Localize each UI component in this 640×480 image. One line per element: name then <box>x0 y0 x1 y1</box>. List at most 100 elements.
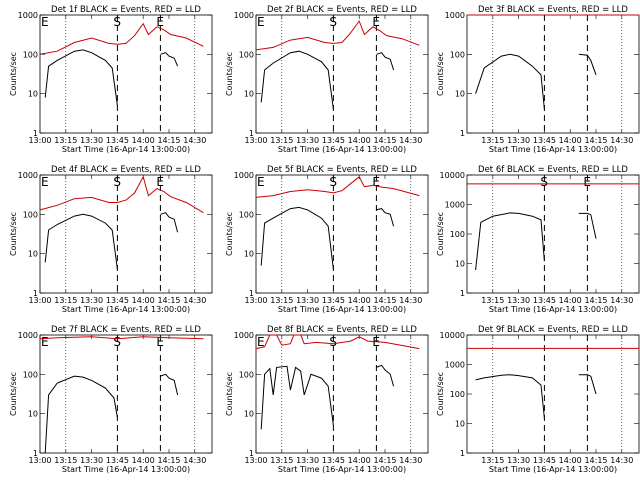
x-tick-label: 13:15 <box>54 296 77 305</box>
x-tick-label: 13:30 <box>80 296 103 305</box>
panel-title: Det 9f BLACK = Events, RED = LLD <box>478 325 628 335</box>
y-tick-label: 100 <box>450 390 465 399</box>
y-axis-label: Counts/sec <box>225 372 234 416</box>
event-marker-s: S <box>113 175 121 189</box>
x-tick-label: 13:45 <box>322 136 345 145</box>
event-marker-e: E <box>583 175 591 189</box>
plot-frame <box>39 174 213 294</box>
y-tick-label: 10 <box>28 90 38 99</box>
x-tick-label: 13:45 <box>322 296 345 305</box>
y-tick-label: 1 <box>33 129 38 138</box>
x-tick-label: 14:00 <box>132 136 155 145</box>
y-axis-label: Counts/sec <box>225 212 234 256</box>
y-axis-label: Counts/sec <box>436 52 445 96</box>
y-axis-label: Counts/sec <box>9 212 18 256</box>
x-axis-label: Start Time (16-Apr-14 13:00:00) <box>278 465 406 474</box>
black-events-curve-1 <box>260 365 334 430</box>
y-tick-label: 100 <box>239 370 254 379</box>
black-events-curve-1 <box>260 50 334 110</box>
x-tick-label: 13:45 <box>106 136 129 145</box>
x-axis-label: Start Time (16-Apr-14 13:00:00) <box>62 305 190 314</box>
black-events-curve-1 <box>260 206 334 270</box>
x-tick-label: 14:30 <box>610 296 633 305</box>
y-tick-label: 1 <box>33 289 38 298</box>
x-axis-label: Start Time (16-Apr-14 13:00:00) <box>489 305 617 314</box>
event-marker-e: E <box>41 335 49 349</box>
x-tick-label: 13:00 <box>244 136 267 145</box>
x-tick-label: 14:30 <box>399 296 422 305</box>
x-tick-label: 13:00 <box>244 456 267 465</box>
x-tick-label: 14:15 <box>373 296 396 305</box>
event-marker-e: E <box>41 175 49 189</box>
black-events-curve-1 <box>44 49 118 106</box>
x-tick-label: 13:30 <box>80 136 103 145</box>
y-tick-label: 10 <box>244 90 254 99</box>
panel-title: Det 3f BLACK = Events, RED = LLD <box>478 5 628 15</box>
black-events-curve-2 <box>160 373 179 396</box>
red-lld-curve-1 <box>255 176 420 198</box>
y-tick-label: 10 <box>28 410 38 419</box>
y-tick-label: 1000 <box>234 331 254 340</box>
y-tick-label: 1 <box>460 449 465 458</box>
black-events-curve-2 <box>160 52 179 67</box>
y-tick-label: 1 <box>460 129 465 138</box>
event-marker-e: E <box>156 175 164 189</box>
x-axis-label: Start Time (16-Apr-14 13:00:00) <box>489 465 617 474</box>
x-tick-label: 13:15 <box>270 456 293 465</box>
panel-title: Det 4f BLACK = Events, RED = LLD <box>51 165 201 175</box>
black-events-curve-1 <box>475 374 545 419</box>
x-tick-label: 14:30 <box>183 136 206 145</box>
x-tick-label: 14:00 <box>132 296 155 305</box>
red-lld-curve-1 <box>39 22 204 55</box>
x-axis-label: Start Time (16-Apr-14 13:00:00) <box>489 145 617 154</box>
x-tick-label: 14:00 <box>348 136 371 145</box>
event-marker-s: S <box>113 15 121 29</box>
black-events-curve-1 <box>44 213 118 270</box>
x-axis-label: Start Time (16-Apr-14 13:00:00) <box>278 305 406 314</box>
y-tick-label: 10 <box>28 250 38 259</box>
x-tick-label: 14:00 <box>559 296 582 305</box>
x-tick-label: 13:00 <box>28 456 51 465</box>
y-tick-label: 10 <box>455 260 465 269</box>
y-axis-label: Counts/sec <box>436 212 445 256</box>
event-marker-e: E <box>257 15 265 29</box>
x-tick-label: 13:45 <box>533 456 556 465</box>
y-tick-label: 100 <box>239 210 254 219</box>
x-axis-label: Start Time (16-Apr-14 13:00:00) <box>278 145 406 154</box>
event-marker-e: E <box>257 335 265 349</box>
x-tick-label: 14:30 <box>399 136 422 145</box>
plot-frame <box>255 334 429 454</box>
x-axis-label: Start Time (16-Apr-14 13:00:00) <box>62 145 190 154</box>
event-marker-e: E <box>257 175 265 189</box>
x-axis-label: Start Time (16-Apr-14 13:00:00) <box>62 465 190 474</box>
plot-frame <box>39 14 213 134</box>
x-tick-label: 13:30 <box>80 456 103 465</box>
x-tick-label: 13:15 <box>270 136 293 145</box>
x-tick-label: 14:30 <box>610 136 633 145</box>
x-tick-label: 13:30 <box>507 456 530 465</box>
x-tick-label: 14:30 <box>610 456 633 465</box>
black-events-curve-1 <box>475 212 545 271</box>
y-tick-label: 1000 <box>445 11 465 20</box>
x-tick-label: 14:15 <box>584 136 607 145</box>
black-events-curve-2 <box>376 52 395 71</box>
x-tick-label: 14:30 <box>183 456 206 465</box>
panel-title: Det 8f BLACK = Events, RED = LLD <box>267 325 417 335</box>
black-events-curve-2 <box>578 53 597 76</box>
black-events-curve-2 <box>376 364 395 387</box>
panel-title: Det 1f BLACK = Events, RED = LLD <box>51 5 201 15</box>
event-marker-e: E <box>156 335 164 349</box>
x-tick-label: 14:15 <box>157 456 180 465</box>
x-tick-label: 13:45 <box>533 296 556 305</box>
x-tick-label: 13:00 <box>28 136 51 145</box>
event-marker-e: E <box>41 15 49 29</box>
black-events-curve-1 <box>44 375 118 454</box>
x-tick-label: 14:15 <box>373 136 396 145</box>
red-lld-curve-1 <box>255 20 420 51</box>
y-tick-label: 1000 <box>18 171 38 180</box>
